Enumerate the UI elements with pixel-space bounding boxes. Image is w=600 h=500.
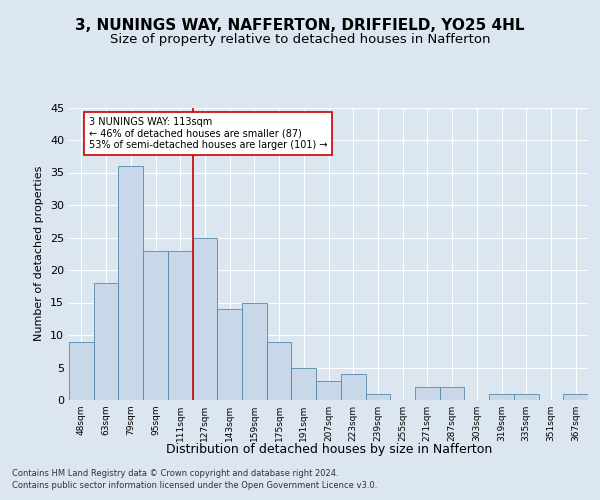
Bar (143, 250, 168, 400)
Text: Contains public sector information licensed under the Open Government Licence v3: Contains public sector information licen… (12, 481, 377, 490)
Bar (514, 394, 539, 400)
Bar (267, 342, 292, 400)
Bar (217, 309, 242, 400)
Bar (69, 342, 94, 400)
Bar (193, 238, 217, 400)
Bar (316, 380, 341, 400)
Text: Distribution of detached houses by size in Nafferton: Distribution of detached houses by size … (166, 442, 492, 456)
Bar (292, 368, 316, 400)
Bar (489, 394, 514, 400)
Bar (94, 283, 118, 400)
Bar (168, 250, 193, 400)
Bar (242, 302, 267, 400)
Text: Size of property relative to detached houses in Nafferton: Size of property relative to detached ho… (110, 32, 490, 46)
Bar (415, 387, 440, 400)
Text: Contains HM Land Registry data © Crown copyright and database right 2024.: Contains HM Land Registry data © Crown c… (12, 469, 338, 478)
Bar (118, 166, 143, 400)
Bar (563, 394, 588, 400)
Bar (365, 394, 390, 400)
Y-axis label: Number of detached properties: Number of detached properties (34, 166, 44, 342)
Text: 3, NUNINGS WAY, NAFFERTON, DRIFFIELD, YO25 4HL: 3, NUNINGS WAY, NAFFERTON, DRIFFIELD, YO… (75, 18, 525, 32)
Bar (341, 374, 365, 400)
Text: 3 NUNINGS WAY: 113sqm
← 46% of detached houses are smaller (87)
53% of semi-deta: 3 NUNINGS WAY: 113sqm ← 46% of detached … (89, 118, 327, 150)
Bar (440, 387, 464, 400)
